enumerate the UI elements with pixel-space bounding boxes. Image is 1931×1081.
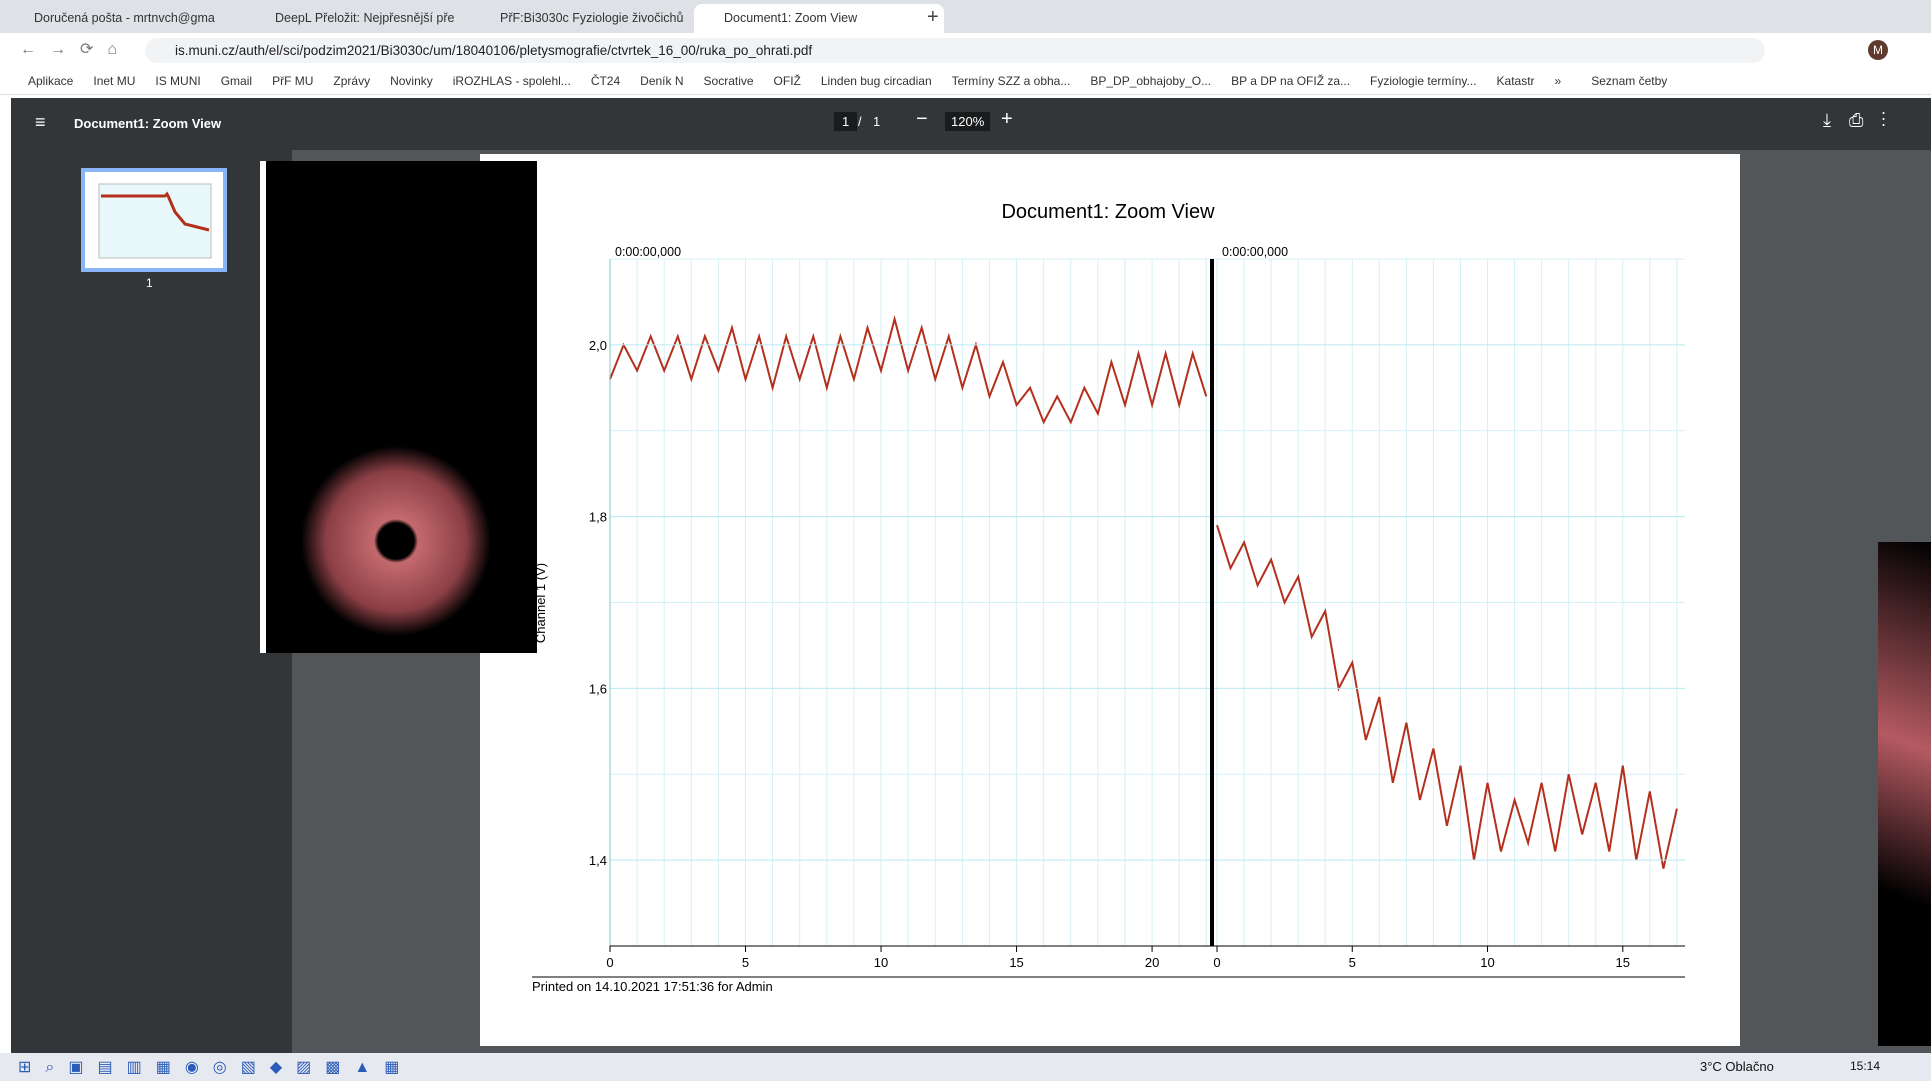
thumbnail-image: [98, 183, 212, 259]
y-tick-label: 1,6: [589, 681, 607, 696]
bookmark[interactable]: BP_DP_obhajoby_O...: [1090, 73, 1212, 88]
clock: 15:14: [1850, 1059, 1881, 1073]
bookmark[interactable]: ČT24: [590, 73, 621, 88]
pdf-toolbar: ≡ Document1: Zoom View 1 / 1 − 120% + ⤓⎙…: [11, 98, 1931, 150]
tab[interactable]: Document1: Zoom View: [694, 4, 944, 33]
y-tick-label: 2,0: [589, 338, 607, 353]
bookmark[interactable]: Termíny SZZ a obha...: [951, 73, 1071, 88]
tool-icons[interactable]: ⤓⎙⋮: [1823, 110, 1904, 130]
bookmark[interactable]: OFIŽ: [773, 73, 801, 88]
x-tick-label: 15: [1009, 955, 1023, 970]
taskbar: ⊞⌕▣▤▥▦◉◎▧◆▨▩▲▦ 3°C Oblačno 15:14: [0, 1053, 1931, 1081]
page-count: 1: [873, 114, 881, 129]
bookmark[interactable]: Zprávy: [333, 73, 371, 88]
signal-line: [1216, 524, 1678, 869]
nav-buttons[interactable]: ←→⟳⌂: [20, 41, 132, 58]
reading-list[interactable]: Seznam četby: [1591, 73, 1668, 88]
page-input[interactable]: 1: [834, 112, 858, 131]
x-axis-header: 0:00:00,000: [615, 245, 681, 259]
more-bookmarks[interactable]: »: [1554, 73, 1562, 88]
tab[interactable]: PřF:Bi3030c Fyziologie živočichů: [500, 11, 684, 25]
x-tick-label: 10: [874, 955, 888, 970]
bookmark[interactable]: Gmail: [220, 73, 253, 88]
menu-icon[interactable]: ≡: [35, 112, 46, 132]
x-tick-label: 10: [1480, 955, 1494, 970]
thumbnail[interactable]: [81, 168, 227, 272]
tab[interactable]: Doručená pošta - mrtnvch@gma: [34, 11, 215, 25]
profile[interactable]: M: [1868, 40, 1888, 60]
chart-title: Document1: Zoom View: [1001, 201, 1215, 223]
x-tick-label: 15: [1616, 955, 1630, 970]
bookmark[interactable]: BP a DP na OFIŽ za...: [1231, 73, 1351, 88]
x-tick-label: 5: [1349, 955, 1356, 970]
bookmark[interactable]: iROZHLAS - spolehl...: [452, 73, 571, 88]
x-tick-label: 0: [1213, 955, 1220, 970]
x-tick-label: 20: [1145, 955, 1159, 970]
artery-image: [1878, 542, 1931, 1046]
bookmark[interactable]: Fyziologie termíny...: [1370, 73, 1477, 88]
bookmark[interactable]: Inet MU: [93, 73, 136, 88]
x-tick-label: 0: [606, 955, 613, 970]
new-tab[interactable]: +: [927, 6, 939, 28]
weather: 3°C Oblačno: [1700, 1059, 1774, 1074]
bookmark[interactable]: Katastr: [1496, 73, 1535, 88]
y-tick-label: 1,8: [589, 510, 607, 525]
zoom-out[interactable]: −: [916, 108, 928, 130]
artery-image: [260, 161, 537, 653]
bookmark[interactable]: Linden bug circadian: [820, 73, 932, 88]
x-axis-header: 0:00:00,000: [1222, 245, 1288, 259]
url[interactable]: is.muni.cz/auth/el/sci/podzim2021/Bi3030…: [145, 38, 1765, 63]
signal-line: [609, 315, 1208, 425]
footer: Printed on 14.10.2021 17:51:36 for Admin: [532, 979, 773, 994]
bookmark[interactable]: Deník N: [640, 73, 684, 88]
page-sep: /: [858, 114, 862, 129]
doc-title: Document1: Zoom View: [74, 116, 222, 131]
thumbnail-label: 1: [146, 276, 153, 290]
bookmark[interactable]: Aplikace: [28, 73, 74, 88]
thumbnail-sidebar: 1: [11, 150, 292, 1053]
tab-bar: Doručená pošta - mrtnvch@gma DeepL Přelo…: [0, 0, 1931, 33]
bookmark[interactable]: Novinky: [390, 73, 433, 88]
bookmark[interactable]: Socrative: [703, 73, 754, 88]
y-tick-label: 1,4: [589, 853, 607, 868]
bookmarks-bar: Aplikace Inet MU IS MUNI Gmail PřF MU Zprávy N…: [0, 67, 1931, 95]
bookmark[interactable]: IS MUNI: [155, 73, 201, 88]
zoom-input[interactable]: 120%: [945, 112, 991, 131]
tab[interactable]: DeepL Přeložit: Nejpřesnější pře: [275, 11, 455, 25]
address-bar: ←→⟳⌂ is.muni.cz/auth/el/sci/podzim2021/B…: [0, 33, 1931, 67]
zoom-in[interactable]: +: [1001, 108, 1013, 130]
taskbar-icons[interactable]: ⊞⌕▣▤▥▦◉◎▧◆▨▩▲▦: [18, 1059, 414, 1076]
x-tick-label: 5: [742, 955, 749, 970]
y-axis-label: Channel 1 (V): [533, 563, 548, 643]
pdf-page: [480, 154, 1740, 1046]
bookmark[interactable]: PřF MU: [272, 73, 314, 88]
